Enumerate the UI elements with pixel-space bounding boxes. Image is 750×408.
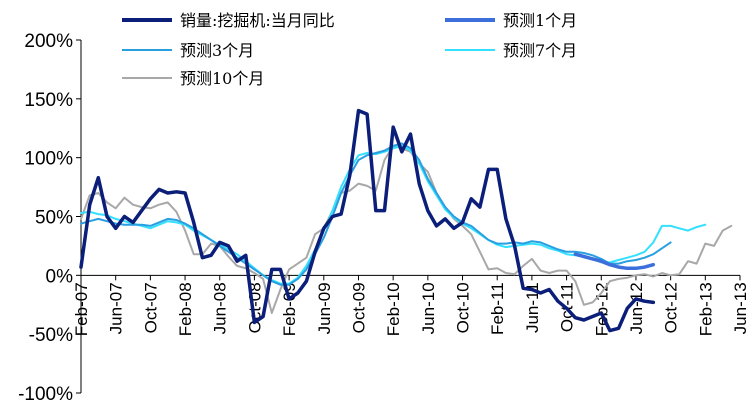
y-tick-label: 200% xyxy=(24,31,73,52)
legend-label: 预测3个月 xyxy=(180,41,254,60)
series-line-2 xyxy=(80,142,672,286)
legend-label: 预测1个月 xyxy=(503,11,577,30)
x-tick-label: Jun-07 xyxy=(107,282,126,334)
y-tick-label: -50% xyxy=(29,325,73,346)
y-tick-label: 150% xyxy=(24,90,73,111)
x-tick-label: Feb-10 xyxy=(384,282,403,336)
x-tick-label: Oct-12 xyxy=(662,282,681,333)
legend-label: 销量:挖掘机:当月同比 xyxy=(180,11,335,30)
y-tick-label: -100% xyxy=(18,384,73,405)
legend-label: 预测10个月 xyxy=(180,69,264,88)
x-tick-label: Feb-11 xyxy=(488,282,507,335)
x-tick-label: Oct-09 xyxy=(349,282,368,333)
axes-group: -100% -50% 0% 50% 100% 150% 200% Feb-07 Jun-07 Oc… xyxy=(18,31,750,405)
x-tick-label: Jun-09 xyxy=(315,282,334,334)
series-line-1 xyxy=(573,252,656,271)
x-tick-label: Jun-13 xyxy=(731,282,750,334)
y-tick-label: 50% xyxy=(35,208,73,229)
series-line-4 xyxy=(80,144,733,314)
legend-label: 预测7个月 xyxy=(503,41,577,60)
x-tick-label: Oct-10 xyxy=(454,282,473,333)
x-tick-label: Jun-11 xyxy=(523,282,542,333)
x-tick-label: Feb-13 xyxy=(696,282,715,336)
series-line-0 xyxy=(79,108,656,333)
series-group xyxy=(79,108,733,333)
y-tick-label: 0% xyxy=(46,266,74,287)
x-tick-label: Oct-07 xyxy=(141,282,160,333)
x-tick-label: Jun-10 xyxy=(419,282,438,334)
x-tick-label: Feb-08 xyxy=(176,282,195,336)
x-tick-label: Jun-12 xyxy=(627,282,646,334)
x-tick-label: Feb-07 xyxy=(72,282,91,336)
x-tick-label: Feb-09 xyxy=(280,282,299,336)
x-tick-label: Oct-08 xyxy=(245,282,264,333)
x-tick-label: Jun-08 xyxy=(211,282,230,334)
y-tick-label: 100% xyxy=(24,149,73,170)
